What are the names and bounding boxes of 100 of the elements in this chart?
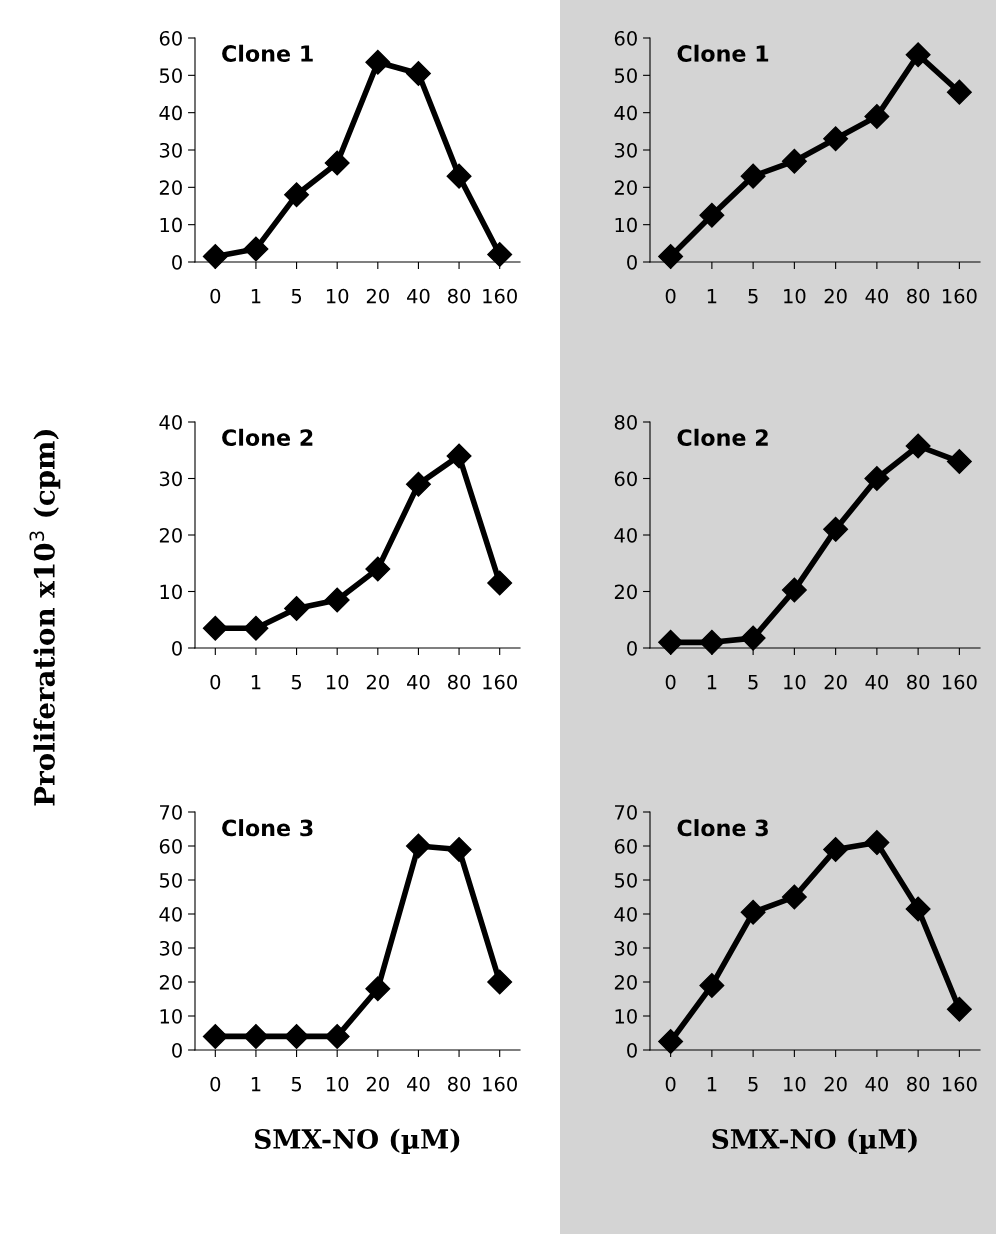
y-tick-label: 50: [614, 68, 637, 83]
point: [699, 972, 725, 998]
x-tick-label: 160: [942, 288, 977, 304]
y-tick-label: 0: [627, 640, 637, 656]
x-tick-label: 160: [942, 674, 977, 690]
y-tick-label: 40: [159, 105, 182, 121]
y-tick-label: 20: [159, 527, 182, 543]
point: [946, 449, 972, 475]
y-tick-label: 10: [160, 217, 182, 233]
x-tick-label: 10: [326, 674, 349, 690]
x-tick-label: 5: [291, 674, 302, 690]
point: [823, 836, 849, 862]
point: [781, 148, 807, 174]
point: [487, 242, 513, 268]
y-tick-label: 70: [615, 804, 637, 820]
x-tick-label: 40: [865, 674, 888, 690]
chart-title: Clone 3: [677, 819, 768, 837]
point: [781, 884, 807, 910]
y-tick-label: 0: [172, 254, 182, 270]
y-tick-label: 40: [159, 414, 182, 430]
y-tick-label: 40: [614, 105, 637, 121]
x-tick-label: 0: [665, 674, 676, 690]
chart-title: Clone 2: [677, 428, 768, 446]
point: [740, 899, 766, 925]
point: [202, 243, 228, 269]
x-tick-label: 0: [210, 288, 221, 304]
x-tick-label: 80: [907, 1076, 930, 1092]
point: [365, 556, 391, 582]
point: [864, 466, 890, 491]
chart-title: Clone 3: [222, 819, 313, 837]
x-tick-label: 80: [907, 288, 930, 304]
point: [446, 163, 472, 189]
point: [699, 202, 725, 228]
chart-title: Clone 1: [222, 44, 313, 62]
point: [405, 833, 431, 859]
y-axis-title: Proliferation x10$^{3}$ (cpm): [29, 430, 61, 806]
x-tick-label: 80: [448, 1076, 471, 1092]
y-tick-label: 10: [615, 217, 637, 233]
x-tick-label: 1: [707, 288, 717, 304]
point: [284, 182, 310, 208]
point: [284, 1023, 310, 1049]
x-tick-label: 10: [326, 288, 349, 304]
point: [823, 126, 849, 152]
point: [324, 1023, 350, 1049]
x-tick-label: 5: [748, 288, 758, 304]
y-tick-label: 0: [172, 640, 182, 656]
x-tick-label: 10: [784, 288, 806, 304]
x-tick-label: 5: [291, 288, 302, 304]
y-tick-label: 60: [614, 30, 637, 46]
y-tick-label: 20: [614, 584, 637, 600]
x-tick-label: 5: [291, 1076, 302, 1092]
y-tick-label: 20: [614, 180, 637, 195]
x-tick-label: 20: [824, 674, 847, 690]
y-tick-label: 30: [614, 940, 637, 956]
point: [658, 1029, 684, 1054]
point: [658, 243, 684, 269]
y-tick-label: 50: [159, 872, 182, 888]
x-tick-label: 1: [251, 1076, 261, 1092]
point: [243, 1023, 269, 1049]
y-tick-label: 0: [172, 1042, 182, 1058]
y-tick-label: 10: [615, 1008, 637, 1024]
chart-title: Clone 2: [222, 428, 313, 446]
x-tick-label: 10: [784, 674, 806, 690]
point: [446, 443, 472, 469]
point: [864, 103, 890, 129]
y-tick-label: 80: [614, 414, 637, 430]
x-tick-label: 1: [251, 288, 261, 304]
point: [905, 896, 931, 922]
point: [740, 625, 766, 651]
chart-title: Clone 1: [677, 44, 769, 62]
y-tick-label: 40: [614, 527, 637, 543]
y-tick-label: 60: [159, 838, 182, 854]
y-tick-label: 30: [614, 142, 637, 158]
x-tick-label: 40: [865, 288, 888, 304]
x-tick-label: 20: [366, 1076, 389, 1092]
y-tick-label: 0: [627, 1042, 637, 1058]
y-tick-label: 20: [159, 974, 182, 990]
point: [284, 595, 310, 621]
x-tick-label: 20: [366, 288, 389, 304]
point: [946, 79, 972, 105]
x-tick-label: 40: [865, 1076, 888, 1092]
x-tick-label: 20: [824, 288, 847, 304]
x-tick-label: 1: [707, 674, 717, 690]
point: [487, 969, 513, 995]
y-tick-label: 30: [159, 940, 182, 956]
x-tick-label: 20: [824, 1076, 847, 1092]
point: [365, 49, 391, 75]
point: [365, 976, 391, 1002]
point: [405, 471, 431, 497]
point: [658, 629, 684, 655]
point: [864, 830, 890, 856]
x-axis-title: SMX-NO (µM): [712, 1128, 917, 1155]
x-tick-label: 80: [448, 674, 471, 690]
x-tick-label: 0: [665, 1076, 676, 1092]
x-tick-label: 40: [407, 674, 430, 690]
point: [324, 587, 350, 613]
y-tick-label: 70: [160, 804, 182, 820]
x-tick-label: 160: [942, 1076, 977, 1092]
x-tick-label: 10: [326, 1076, 349, 1092]
x-tick-label: 80: [907, 674, 930, 690]
